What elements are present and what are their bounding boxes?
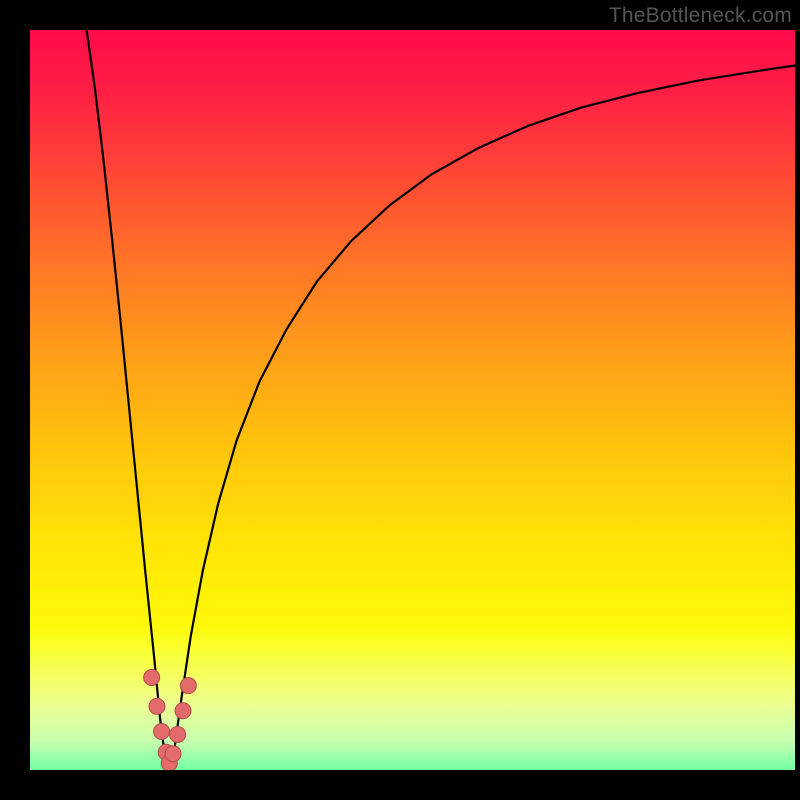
curve-marker	[144, 670, 160, 686]
curve-marker	[165, 746, 181, 762]
curve-marker	[180, 678, 196, 694]
curve-marker	[149, 698, 165, 714]
chart-frame: TheBottleneck.com	[0, 0, 800, 800]
curve-marker	[175, 703, 191, 719]
curve-marker	[170, 726, 186, 742]
bottleneck-curve	[30, 30, 795, 770]
curve-marker	[154, 724, 170, 740]
watermark-text: TheBottleneck.com	[609, 4, 792, 28]
plot-area	[30, 30, 795, 770]
